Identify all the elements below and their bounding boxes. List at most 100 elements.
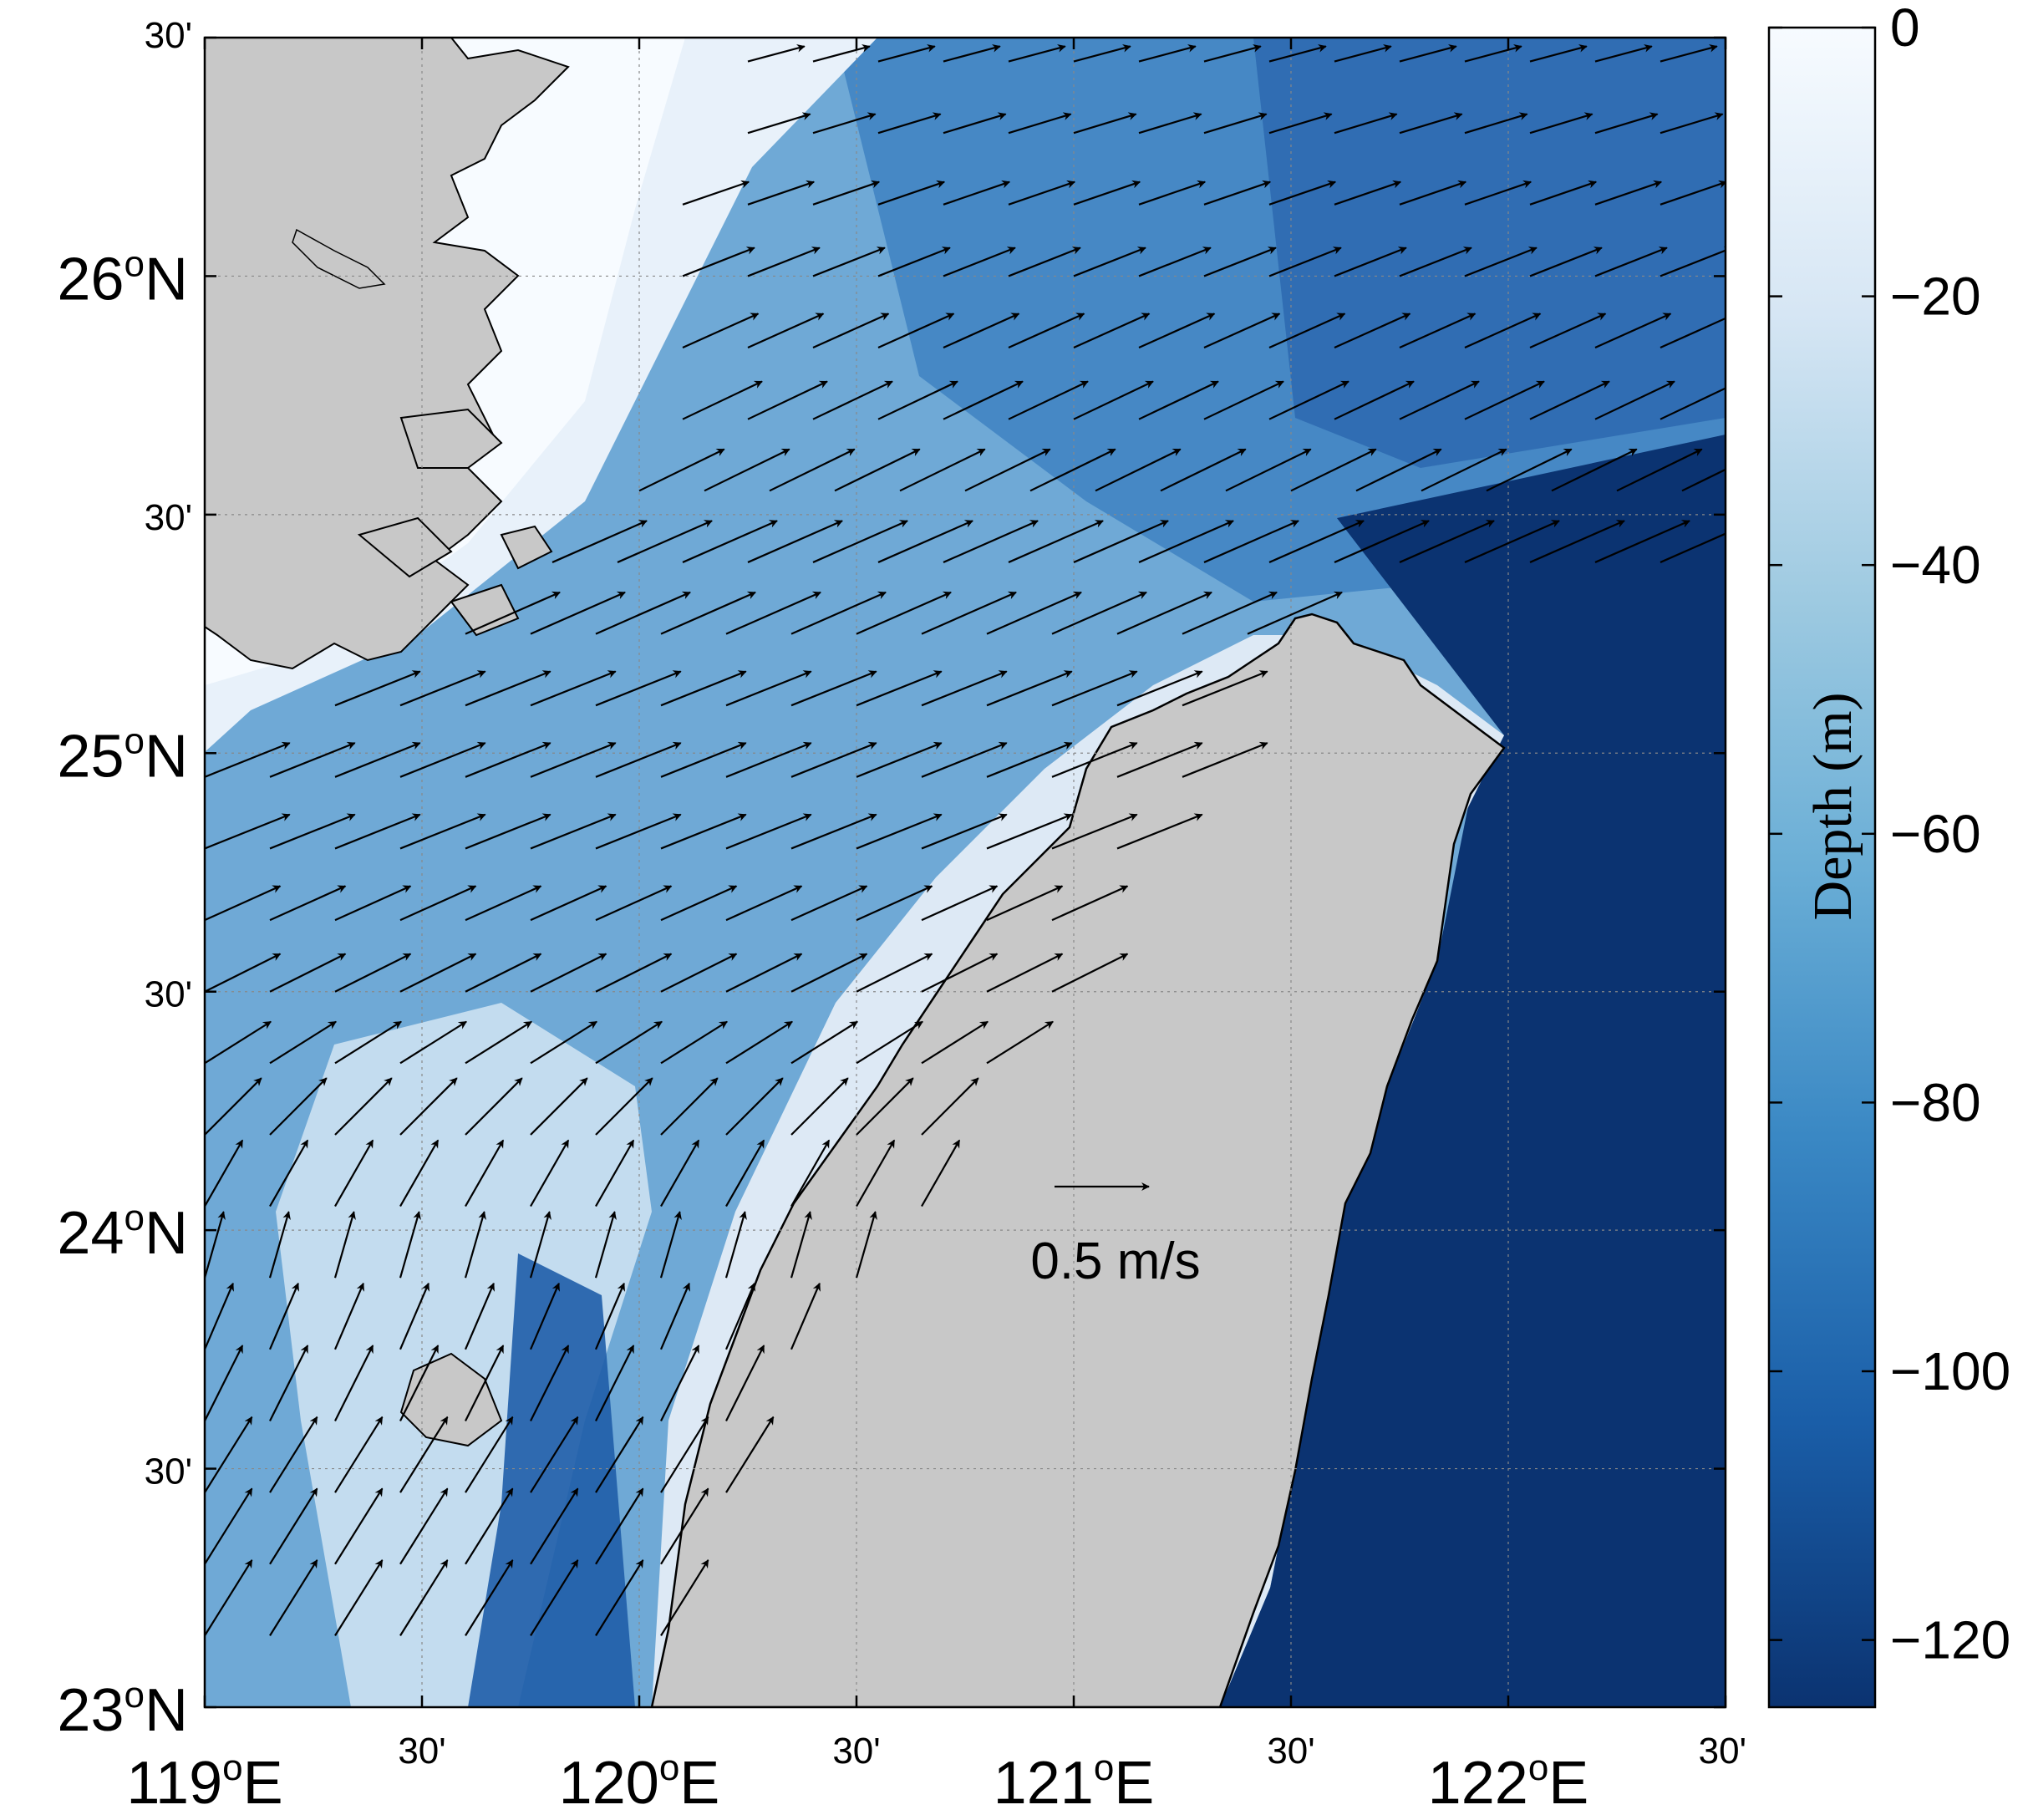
colorbar-gradient: [1767, 26, 1877, 1709]
current-vector: [594, 1282, 625, 1350]
current-vector: [205, 1211, 226, 1279]
current-vector: [660, 813, 747, 850]
current-vector: [465, 1139, 505, 1207]
current-vector: [1073, 180, 1141, 206]
current-vector: [660, 591, 756, 635]
land-china: [205, 38, 570, 670]
land-island-north: [292, 228, 386, 289]
lon-label-minor: 30': [832, 1731, 880, 1772]
current-vector: [1073, 520, 1169, 563]
current-vector: [399, 1139, 440, 1207]
current-vector: [551, 520, 648, 563]
lon-label-minor: 30': [1267, 1731, 1314, 1772]
lon-label-minor: 30': [1699, 1731, 1746, 1772]
current-vector: [268, 1211, 291, 1279]
current-vector: [1594, 180, 1663, 206]
current-vector: [1268, 112, 1333, 135]
current-vector: [856, 670, 943, 707]
current-vector: [1073, 313, 1151, 349]
lat-label-top: 30': [145, 15, 192, 56]
current-vector: [1268, 380, 1349, 420]
current-vector: [1660, 532, 1726, 563]
current-vector: [465, 1559, 514, 1636]
current-vector: [899, 448, 986, 492]
lat-label-major: 25oN: [57, 720, 188, 790]
current-vector: [334, 1559, 384, 1636]
current-vector: [921, 1020, 989, 1065]
current-vector: [595, 1416, 644, 1493]
colorbar-tick-label: −120: [1890, 1610, 2010, 1670]
lat-label-minor: 30': [145, 974, 192, 1015]
current-vector: [1660, 180, 1726, 206]
current-vector: [269, 1020, 337, 1065]
current-vector: [1551, 448, 1638, 492]
current-vector: [205, 1559, 253, 1636]
current-vector: [334, 741, 421, 778]
current-vector: [877, 313, 955, 349]
current-vector: [812, 313, 890, 349]
current-vector: [269, 1559, 318, 1636]
current-vector: [1182, 741, 1268, 778]
map-frame: [203, 36, 1727, 1709]
current-vector: [1334, 180, 1402, 206]
current-vector: [1529, 247, 1603, 277]
current-vector: [1529, 180, 1598, 206]
current-vector: [595, 1559, 644, 1636]
colorbar-tick-label: 0: [1890, 0, 1920, 58]
current-vector: [333, 1282, 364, 1350]
colorbar-tick-label: −100: [1890, 1341, 2010, 1401]
colorbar-tick-label: −80: [1890, 1072, 1981, 1132]
current-vector: [943, 313, 1020, 349]
current-vector: [1203, 520, 1299, 563]
colorbar-tick-label: −20: [1890, 267, 1981, 327]
current-vector: [790, 741, 877, 778]
current-vector: [921, 813, 1008, 850]
current-vector: [856, 1139, 896, 1207]
current-vector: [659, 1282, 690, 1350]
current-vector: [877, 247, 951, 277]
current-vector: [964, 448, 1051, 492]
current-vector: [986, 813, 1073, 850]
current-vector: [205, 885, 282, 922]
current-vector: [725, 741, 812, 778]
current-vector: [682, 247, 755, 277]
current-vector: [812, 112, 877, 135]
current-vector: [1660, 112, 1724, 135]
current-vector: [660, 741, 747, 778]
current-vector: [464, 1282, 495, 1350]
longitude-labels: 119oE 30' 120oE 30' 121oE 30' 122oE 30': [126, 1731, 1746, 1817]
current-vector: [530, 1077, 588, 1136]
current-vector: [812, 43, 871, 63]
current-vector: [205, 1282, 234, 1350]
current-vector: [769, 448, 856, 492]
current-vector: [205, 1020, 272, 1065]
current-vector: [1138, 380, 1219, 420]
current-vector: [1399, 180, 1467, 206]
current-vector: [1594, 380, 1675, 420]
current-vector: [1182, 670, 1268, 707]
current-vector: [465, 591, 561, 635]
current-vector: [1594, 247, 1668, 277]
current-vector: [1116, 670, 1203, 707]
current-vector: [812, 180, 881, 206]
lon-label-minor: 30': [398, 1731, 445, 1772]
current-vector: [530, 813, 617, 850]
current-vector: [1073, 247, 1146, 277]
current-vector: [1268, 43, 1327, 63]
current-vector: [1029, 448, 1116, 492]
current-vector: [660, 885, 738, 922]
current-vector: [1486, 448, 1573, 492]
current-vector: [747, 247, 821, 277]
current-vector: [1268, 313, 1346, 349]
current-vector: [595, 1077, 653, 1136]
current-vector: [205, 1139, 244, 1207]
current-vector: [660, 1416, 709, 1493]
current-vector: [790, 591, 887, 635]
current-vector: [1529, 520, 1625, 563]
current-vector: [1594, 43, 1653, 63]
current-vector: [812, 380, 893, 420]
current-vector: [725, 1139, 765, 1207]
current-vector: [682, 180, 750, 206]
current-vector: [1660, 43, 1718, 63]
gridlines: [205, 38, 1726, 1707]
